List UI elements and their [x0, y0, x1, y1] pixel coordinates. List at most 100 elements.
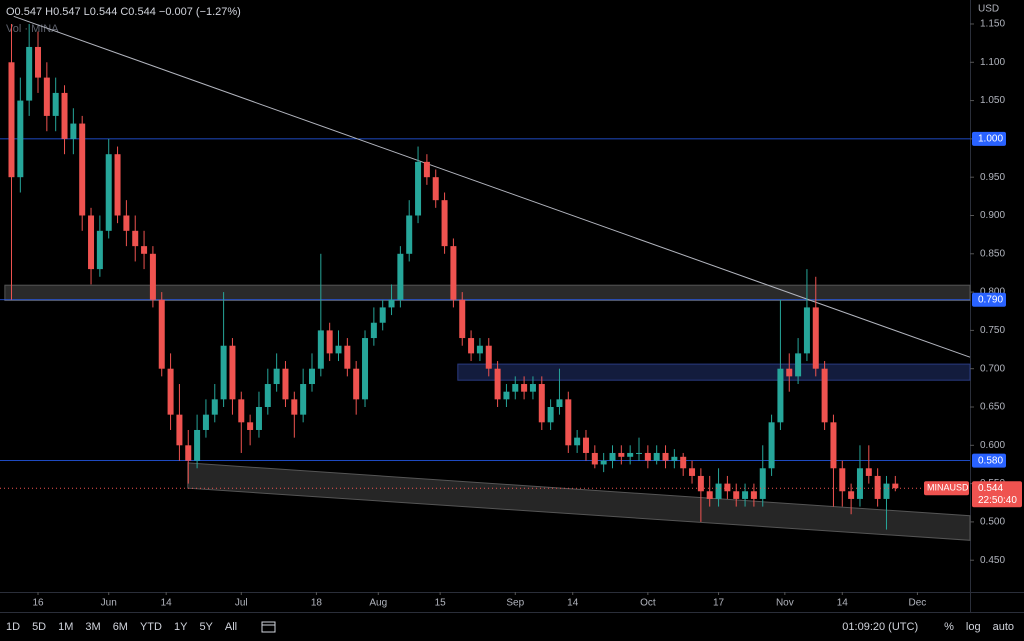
- candle-body: [821, 368, 828, 423]
- candle-body: [88, 215, 95, 270]
- range-button[interactable]: 1Y: [173, 621, 188, 633]
- level-tag: [972, 453, 1006, 468]
- candle-body: [768, 422, 775, 469]
- scale-option[interactable]: log: [965, 621, 981, 633]
- candle-body: [459, 299, 466, 339]
- scale-option[interactable]: auto: [992, 621, 1014, 633]
- candle-body: [291, 399, 298, 415]
- candle-body: [468, 338, 475, 354]
- candle-body: [123, 215, 130, 231]
- candle-body: [565, 399, 572, 446]
- y-tick-label: 0.600: [980, 440, 1005, 451]
- candle-body: [247, 422, 254, 430]
- candle-body: [503, 391, 510, 400]
- toolbar: 1D 5D 1M 3M 6M YTD 1Y 5Y All 01:09:20 (UTC) % log…: [0, 612, 1024, 641]
- candle-body: [618, 452, 625, 457]
- candle-body: [362, 338, 369, 400]
- range-button[interactable]: 6M: [112, 621, 128, 633]
- candle-body: [521, 384, 528, 392]
- x-tick-label: Aug: [369, 598, 387, 609]
- candle-body: [176, 414, 183, 446]
- range-button[interactable]: 3M: [85, 621, 101, 633]
- y-tick-label: 1.050: [980, 95, 1005, 106]
- candle-body: [202, 414, 209, 430]
- candle-body: [52, 92, 59, 116]
- range-button[interactable]: YTD: [139, 621, 162, 633]
- x-tick-label: Jul: [235, 598, 248, 609]
- candle-body: [317, 330, 324, 369]
- candle-body: [158, 299, 165, 369]
- candle-body: [830, 422, 837, 469]
- candle-body: [238, 399, 245, 423]
- candle-body: [476, 345, 483, 354]
- symbol-label: MINAUSD: [927, 483, 969, 493]
- candle-body: [43, 77, 50, 116]
- scale-option[interactable]: %: [944, 621, 954, 633]
- y-tick-label: 0.650: [980, 402, 1005, 413]
- candle-body: [96, 230, 103, 270]
- price-tag: [972, 481, 1022, 508]
- candle-body: [335, 345, 342, 354]
- candle-body: [653, 452, 660, 461]
- candle-body: [494, 368, 501, 400]
- zone: [457, 363, 971, 381]
- candle-body: [432, 177, 439, 201]
- date-range-icon[interactable]: [261, 620, 277, 634]
- candle-body: [70, 123, 77, 139]
- range-buttons: 1D 5D 1M 3M 6M YTD 1Y 5Y All: [0, 621, 243, 633]
- x-tick-label: 14: [161, 598, 173, 609]
- candle-body: [697, 475, 704, 492]
- candle-body: [609, 452, 616, 461]
- candle-body: [397, 253, 404, 300]
- countdown: 22:50:40: [978, 495, 1017, 506]
- candle-body: [17, 100, 24, 178]
- x-tick-label: 14: [567, 598, 579, 609]
- candle-body: [8, 62, 15, 178]
- y-tick-label: 0.800: [980, 287, 1005, 298]
- candle-body: [229, 345, 236, 400]
- candle-body: [220, 345, 227, 400]
- candle-body: [600, 460, 607, 465]
- candle-body: [892, 483, 899, 489]
- level-label: 0.580: [978, 455, 1003, 466]
- y-tick-label: 0.750: [980, 325, 1005, 336]
- ohlc-legend: O0.547 H0.547 L0.544 C0.544 −0.007 (−1.2…: [6, 6, 241, 18]
- candle-body: [308, 368, 315, 385]
- candle-body: [556, 399, 563, 407]
- candle-body: [689, 468, 696, 476]
- range-button[interactable]: 1M: [58, 621, 74, 633]
- candle-body: [406, 215, 413, 254]
- candle-body: [662, 452, 669, 461]
- level-tag: [972, 292, 1006, 307]
- candle-body: [273, 368, 280, 385]
- y-tick-label: 0.850: [980, 248, 1005, 259]
- x-tick-label: 17: [713, 598, 725, 609]
- candle-body: [724, 483, 731, 492]
- candle-body: [680, 456, 687, 469]
- level-label: 1.000: [978, 134, 1003, 145]
- range-button[interactable]: 5D: [32, 621, 47, 633]
- candle-body: [35, 46, 42, 78]
- candle-body: [264, 384, 271, 407]
- range-button[interactable]: 1D: [6, 621, 21, 633]
- range-button[interactable]: All: [224, 621, 238, 633]
- candle-body: [715, 483, 722, 499]
- y-tick-label: 0.700: [980, 363, 1005, 374]
- candle-body: [282, 368, 289, 400]
- y-tick-label: 0.450: [980, 555, 1005, 566]
- range-button[interactable]: 5Y: [199, 621, 213, 633]
- level-label: 0.790: [978, 294, 1003, 305]
- candle-body: [344, 345, 351, 369]
- candle-body: [627, 452, 634, 457]
- level-tag: [972, 131, 1006, 146]
- candle-body: [114, 154, 121, 216]
- candle-body: [742, 491, 749, 499]
- candle-body: [353, 368, 360, 400]
- candle-body: [370, 322, 377, 339]
- x-tick-label: 15: [435, 598, 447, 609]
- candle-body: [485, 345, 492, 369]
- volume-legend: Vol · MINA: [6, 23, 59, 35]
- x-tick-label: Nov: [776, 598, 794, 609]
- candle-body: [865, 468, 872, 476]
